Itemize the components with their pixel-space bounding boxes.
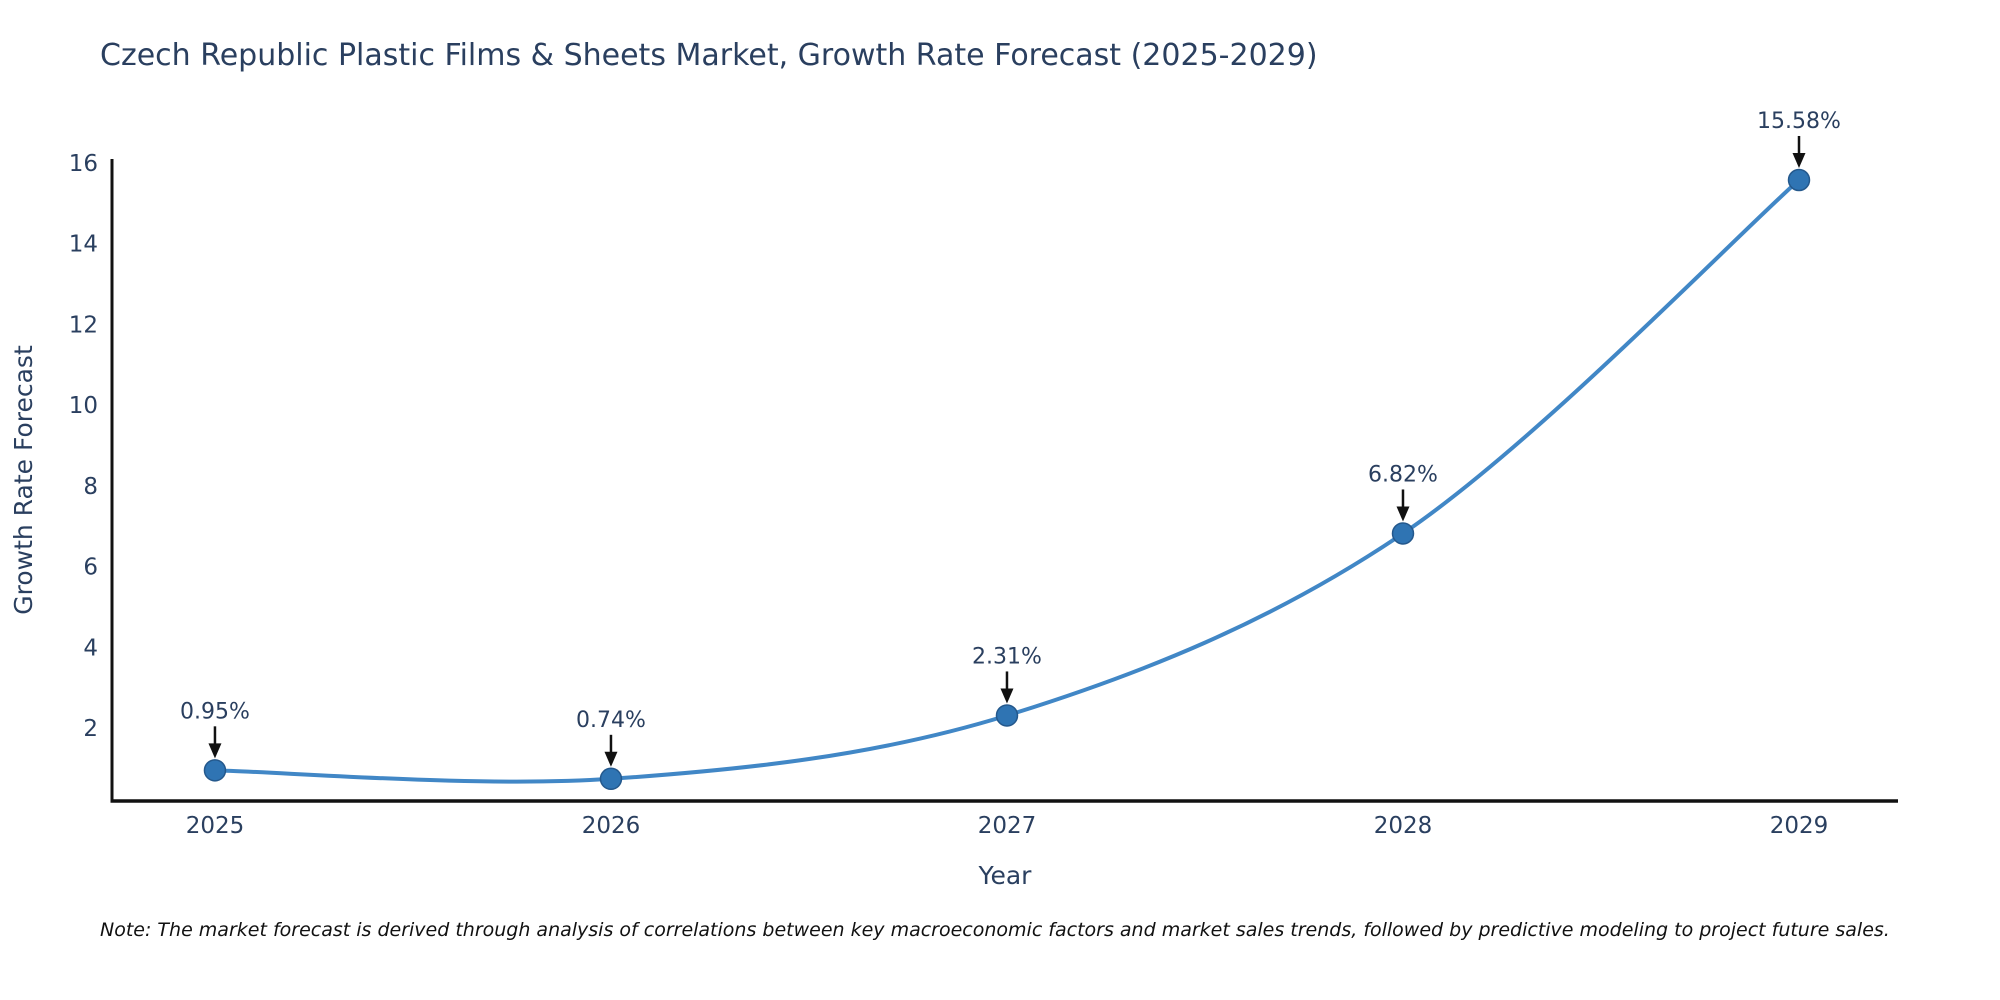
footnote: Note: The market forecast is derived thr… — [100, 919, 1890, 941]
annotation-label: 0.95% — [180, 699, 250, 724]
data-point-marker — [1391, 522, 1415, 545]
x-axis-title: Year — [978, 861, 1033, 890]
data-point-marker — [1787, 168, 1811, 192]
annotation-label: 6.82% — [1368, 462, 1438, 487]
annotation-arrowhead — [1792, 152, 1806, 168]
data-point-marker — [599, 767, 623, 791]
x-tick-label: 2025 — [186, 813, 245, 839]
annotation-label: 15.58% — [1757, 109, 1841, 134]
y-tick-label: 12 — [69, 312, 98, 338]
series-line — [212, 178, 1801, 784]
annotation-arrowhead — [1396, 506, 1410, 522]
x-tick-label: 2027 — [978, 813, 1037, 839]
y-tick-label: 8 — [83, 474, 98, 500]
y-tick-label: 14 — [69, 232, 98, 258]
y-tick-label: 16 — [69, 151, 98, 177]
x-tick-label: 2028 — [1374, 813, 1433, 839]
data-point-marker — [203, 759, 227, 782]
y-tick-label: 10 — [69, 393, 98, 419]
chart-title: Czech Republic Plastic Films & Sheets Ma… — [100, 38, 1318, 73]
y-tick-label: 4 — [83, 635, 98, 661]
annotation-label: 0.74% — [576, 708, 646, 733]
y-tick-label: 6 — [83, 555, 98, 581]
y-axis-title: Growth Rate Forecast — [9, 345, 38, 615]
annotation-arrowhead — [208, 743, 222, 759]
annotation-arrowhead — [1000, 688, 1014, 704]
annotation-arrowhead — [604, 751, 618, 767]
line-chart: 2 4 6 8 10 12 14 16 2025 2026 2027 2028 2029 Year Grow… — [9, 109, 1898, 890]
annotation-label: 2.31% — [972, 644, 1042, 669]
y-tick-label: 2 — [83, 716, 98, 742]
data-point-marker — [995, 704, 1019, 727]
x-tick-label: 2029 — [1770, 813, 1829, 839]
x-tick-label: 2026 — [582, 813, 641, 839]
